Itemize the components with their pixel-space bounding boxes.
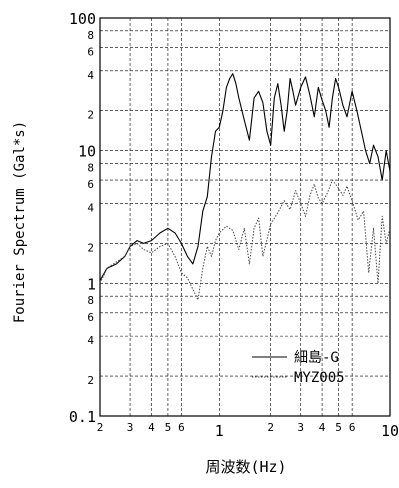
grid-lines bbox=[100, 18, 390, 416]
y-tick-label: 6 bbox=[87, 45, 94, 58]
y-tick-label: 8 bbox=[87, 162, 94, 175]
y-tick-label: 1 bbox=[87, 275, 96, 293]
x-tick-label: 10 bbox=[381, 422, 399, 440]
y-tick-label: 8 bbox=[87, 29, 94, 42]
x-tick-label: 6 bbox=[178, 421, 185, 434]
series-group bbox=[99, 73, 391, 301]
x-tick-label: 5 bbox=[335, 421, 342, 434]
y-tick-label: 8 bbox=[87, 294, 94, 307]
x-tick-label: 3 bbox=[127, 421, 134, 434]
y-tick-label: 6 bbox=[87, 311, 94, 324]
x-tick-label: 4 bbox=[148, 421, 155, 434]
y-tick-label: 4 bbox=[87, 69, 94, 82]
y-axis-label: Fourier Spectrum (Gal*s) bbox=[12, 121, 28, 323]
y-tick-label: 2 bbox=[87, 374, 94, 387]
series-line-2 bbox=[99, 179, 391, 301]
y-tick-label: 4 bbox=[87, 334, 94, 347]
x-tick-label: 2 bbox=[267, 421, 274, 434]
legend-label: 細島-G bbox=[294, 350, 339, 366]
y-tick-label: 6 bbox=[87, 178, 94, 191]
y-tick-label: 10 bbox=[78, 143, 96, 161]
x-tick-label: 4 bbox=[319, 421, 326, 434]
x-tick-label: 3 bbox=[297, 421, 304, 434]
legend-label: MYZ005 bbox=[294, 370, 345, 386]
x-tick-label: 6 bbox=[349, 421, 356, 434]
y-tick-label: 4 bbox=[87, 201, 94, 214]
x-tick-label: 2 bbox=[97, 421, 104, 434]
y-tick-label: 2 bbox=[87, 241, 94, 254]
legend: 細島-G MYZ005 bbox=[252, 350, 345, 386]
y-tick-label: 0.1 bbox=[69, 408, 96, 426]
x-axis-label: 周波数(Hz) bbox=[205, 458, 286, 476]
y-tick-label: 100 bbox=[69, 10, 96, 28]
series-line-1 bbox=[99, 73, 391, 281]
plot-frame bbox=[99, 17, 391, 417]
x-tick-label: 5 bbox=[165, 421, 172, 434]
x-tick-label: 1 bbox=[215, 422, 224, 440]
y-tick-label: 2 bbox=[87, 109, 94, 122]
